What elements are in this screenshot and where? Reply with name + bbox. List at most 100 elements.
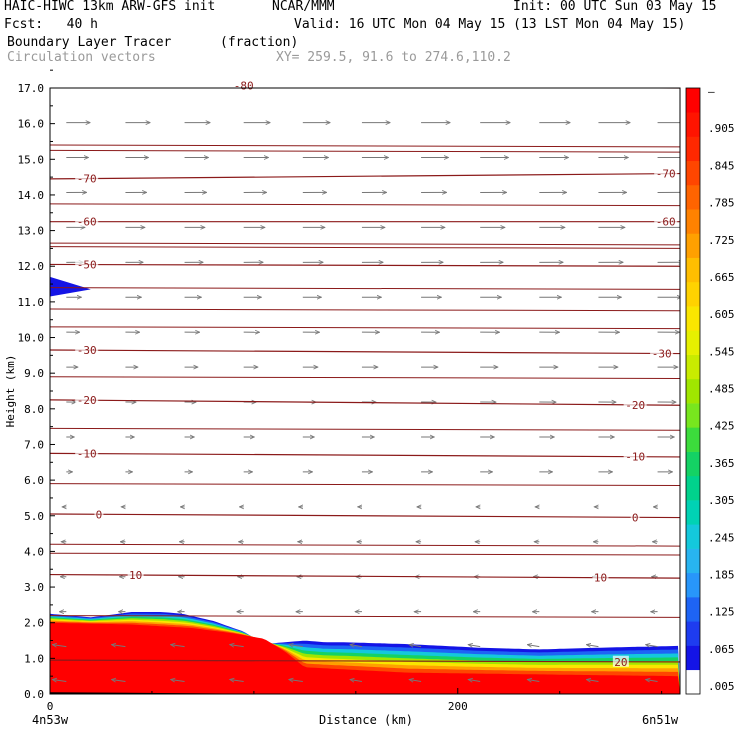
isotherm — [50, 615, 680, 618]
contour-label: -20 — [77, 394, 97, 407]
wind-vector — [111, 680, 126, 682]
wind-vector — [171, 680, 185, 682]
colorbar-frame — [685, 87, 701, 695]
colorbar: .005 .065 .125 .185 .245 .305 .365 .425 .485 .545… — [685, 85, 735, 695]
contour-label-bg — [75, 447, 99, 459]
colorbar-swatch — [686, 112, 700, 137]
isotherm-labeled — [50, 349, 680, 355]
colorbar-label: .065 — [708, 643, 735, 656]
isotherm — [50, 144, 680, 148]
isotherm-labeled — [50, 172, 680, 180]
contour-label-bg — [94, 508, 104, 520]
isotherm-labeled — [50, 399, 680, 406]
colorbar-swatch — [686, 257, 700, 283]
colorbar-label: .365 — [708, 457, 735, 470]
y-tick-label: 3.0 — [24, 581, 44, 594]
x-tick-label: 0 — [47, 700, 54, 713]
contour-label-bg — [623, 398, 647, 410]
right-endpoint-label: 6n51w — [642, 713, 679, 727]
y-tick-label: 13.0 — [18, 225, 45, 238]
cross-section-coords: XY= 259.5, 91.6 to 274.6,110.2 — [276, 50, 511, 65]
wind-vector — [468, 680, 481, 682]
colorbar-label: .005 — [708, 680, 735, 693]
colorbar-swatch — [686, 475, 700, 501]
contour-label: -30 — [77, 344, 97, 357]
y-tick-label: 14.0 — [18, 189, 45, 202]
temperature-contours — [50, 88, 680, 663]
colorbar-label: .245 — [708, 531, 735, 544]
colorbar-swatch — [686, 403, 700, 428]
y-tick-label: 9.0 — [24, 367, 44, 380]
model-title: HAIC-HIWC 13km ARW-GFS init — [4, 0, 216, 14]
org-label: NCAR/MMM — [272, 0, 335, 14]
y-tick-label: 15.0 — [18, 153, 45, 166]
x-tick-label: 200 — [448, 700, 468, 713]
contour-label: -80 — [234, 80, 254, 93]
colorbar-label: .905 — [708, 122, 735, 135]
colorbar-label: .185 — [708, 568, 735, 581]
colorbar-swatch — [686, 669, 700, 695]
isotherm — [50, 246, 680, 249]
isotherm — [50, 326, 680, 330]
y-tick-label: 8.0 — [24, 403, 44, 416]
wind-vector — [289, 645, 303, 647]
colorbar-label: .785 — [708, 197, 735, 210]
y-tick-label: 12.0 — [18, 260, 45, 273]
isotherm — [50, 483, 680, 486]
contour-label-bg — [75, 215, 99, 227]
colorbar-swatch — [686, 378, 700, 404]
isotherm-labeled — [573, 88, 680, 89]
colorbar-swatch — [686, 621, 700, 646]
colorbar-swatch — [686, 500, 700, 525]
contour-label-bg — [232, 79, 256, 91]
y-tick-label: 17.0 — [18, 82, 45, 95]
isotherm — [50, 203, 680, 207]
contour-label-bg — [612, 655, 629, 667]
contour-label-bg — [650, 347, 674, 359]
isotherm-labeled — [50, 573, 680, 579]
colorbar-swatch — [686, 160, 700, 186]
contour-labels: 10 10 0 0 -10 -10 -20 -20 -30 -30 -50 -60 -60 -70 -70 -… — [75, 79, 678, 669]
colorbar-swatch — [686, 524, 700, 549]
wind-vector — [527, 645, 540, 647]
plot-frame — [49, 87, 681, 695]
contour-label: 0 — [96, 508, 103, 521]
colorbar-swatch — [686, 451, 700, 477]
y-tick-label: 11.0 — [18, 296, 45, 309]
wind-vector — [409, 645, 422, 647]
tracer-upper-blob — [50, 276, 91, 297]
isotherm-labeled — [50, 452, 680, 458]
colorbar-swatch — [686, 597, 700, 622]
colorbar-label: .305 — [708, 494, 735, 507]
contour-label-bg — [127, 569, 144, 581]
y-tick-label: 4.0 — [24, 545, 44, 558]
isotherm — [50, 427, 680, 431]
contour-label-bg — [75, 394, 99, 406]
colorbar-swatch — [686, 354, 700, 380]
colorbar-label: .605 — [708, 308, 735, 321]
field-name: Boundary Layer Tracer — [7, 35, 172, 50]
circulation-vectors — [52, 123, 680, 682]
contour-label: -60 — [77, 216, 97, 229]
wind-vector — [289, 680, 303, 682]
contour-label: 10 — [594, 572, 607, 585]
y-tick-label: 5.0 — [24, 510, 44, 523]
contour-label-bg — [75, 258, 99, 270]
init-time: Init: 00 UTC Sun 03 May 15 — [513, 0, 717, 14]
colorbar-label: .425 — [708, 420, 735, 433]
y-tick-label: 0.0 — [24, 688, 44, 701]
contour-label: -70 — [656, 168, 676, 181]
contour-label: -10 — [77, 448, 97, 461]
contour-label: -10 — [625, 451, 645, 464]
wind-vector — [111, 645, 126, 647]
isotherm — [50, 552, 680, 556]
y-tick-label: 2.0 — [24, 617, 44, 630]
wind-vector — [468, 645, 481, 647]
wind-vector — [171, 645, 185, 647]
contour-label: -50 — [77, 259, 97, 272]
colorbar-swatch — [686, 184, 700, 210]
tracer-band — [50, 622, 680, 694]
y-tick-label: 10.0 — [18, 332, 45, 345]
